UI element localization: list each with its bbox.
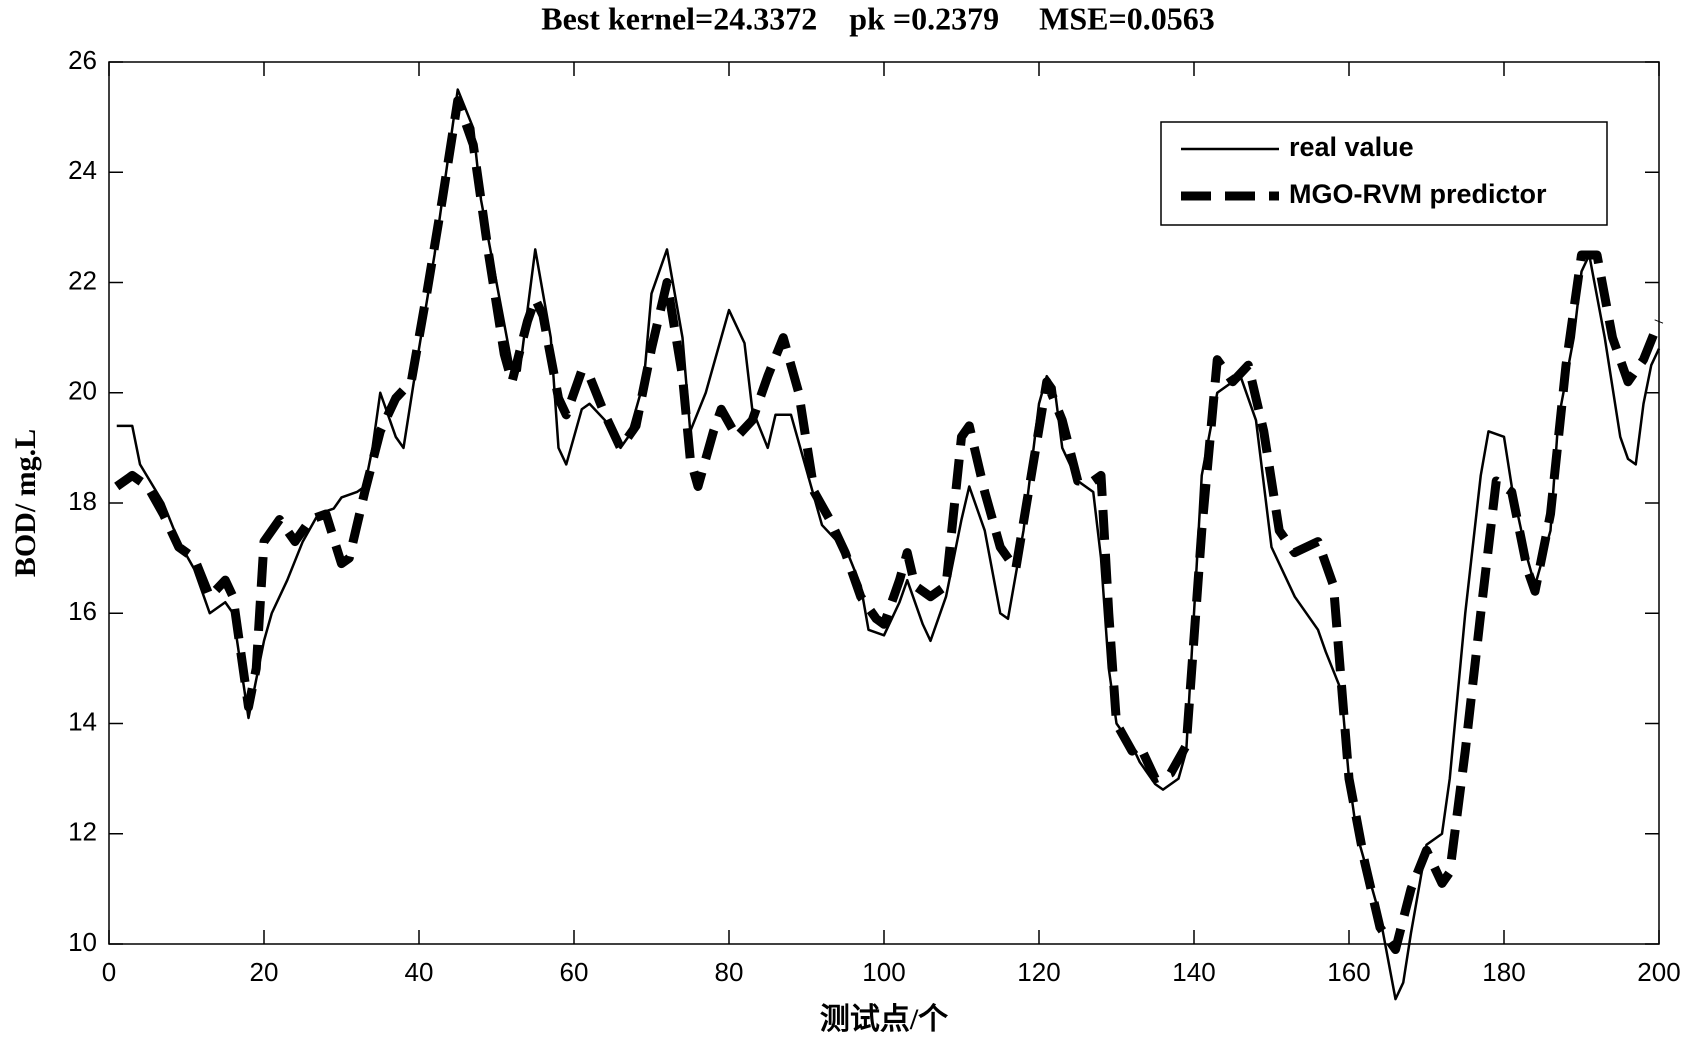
data-line [116, 88, 1661, 1001]
y-axis-label: BOD/ mg.L [9, 429, 42, 577]
y-tick-label: 10 [68, 927, 97, 957]
y-tick-label: 22 [68, 265, 97, 295]
x-tick-label: 60 [560, 957, 589, 987]
x-tick-label: 160 [1327, 957, 1370, 987]
y-tick-label: 18 [68, 486, 97, 516]
x-tick-label: 140 [1172, 957, 1215, 987]
x-tick-label: 80 [715, 957, 744, 987]
x-tick-label: 20 [250, 957, 279, 987]
y-tick-label: 20 [68, 376, 97, 406]
legend-label: real value [1289, 132, 1414, 162]
legend-label: MGO-RVM predictor [1289, 179, 1547, 209]
data-line [114, 96, 1664, 955]
y-tick-label: 12 [68, 817, 97, 847]
y-tick-label: 24 [68, 155, 97, 185]
x-tick-label: 180 [1482, 957, 1525, 987]
x-tick-label: 200 [1637, 957, 1680, 987]
x-tick-label: 120 [1017, 957, 1060, 987]
y-tick-label: 16 [68, 596, 97, 626]
y-tick-label: 26 [68, 45, 97, 75]
x-tick-label: 0 [102, 957, 116, 987]
y-tick-label: 14 [68, 706, 97, 736]
x-tick-label: 100 [862, 957, 905, 987]
chart-title: Best kernel=24.3372 pk =0.2379 MSE=0.056… [541, 0, 1214, 36]
x-axis-label: 测试点/个 [820, 1003, 949, 1036]
x-tick-label: 40 [405, 957, 434, 987]
legend-box [1160, 121, 1608, 226]
